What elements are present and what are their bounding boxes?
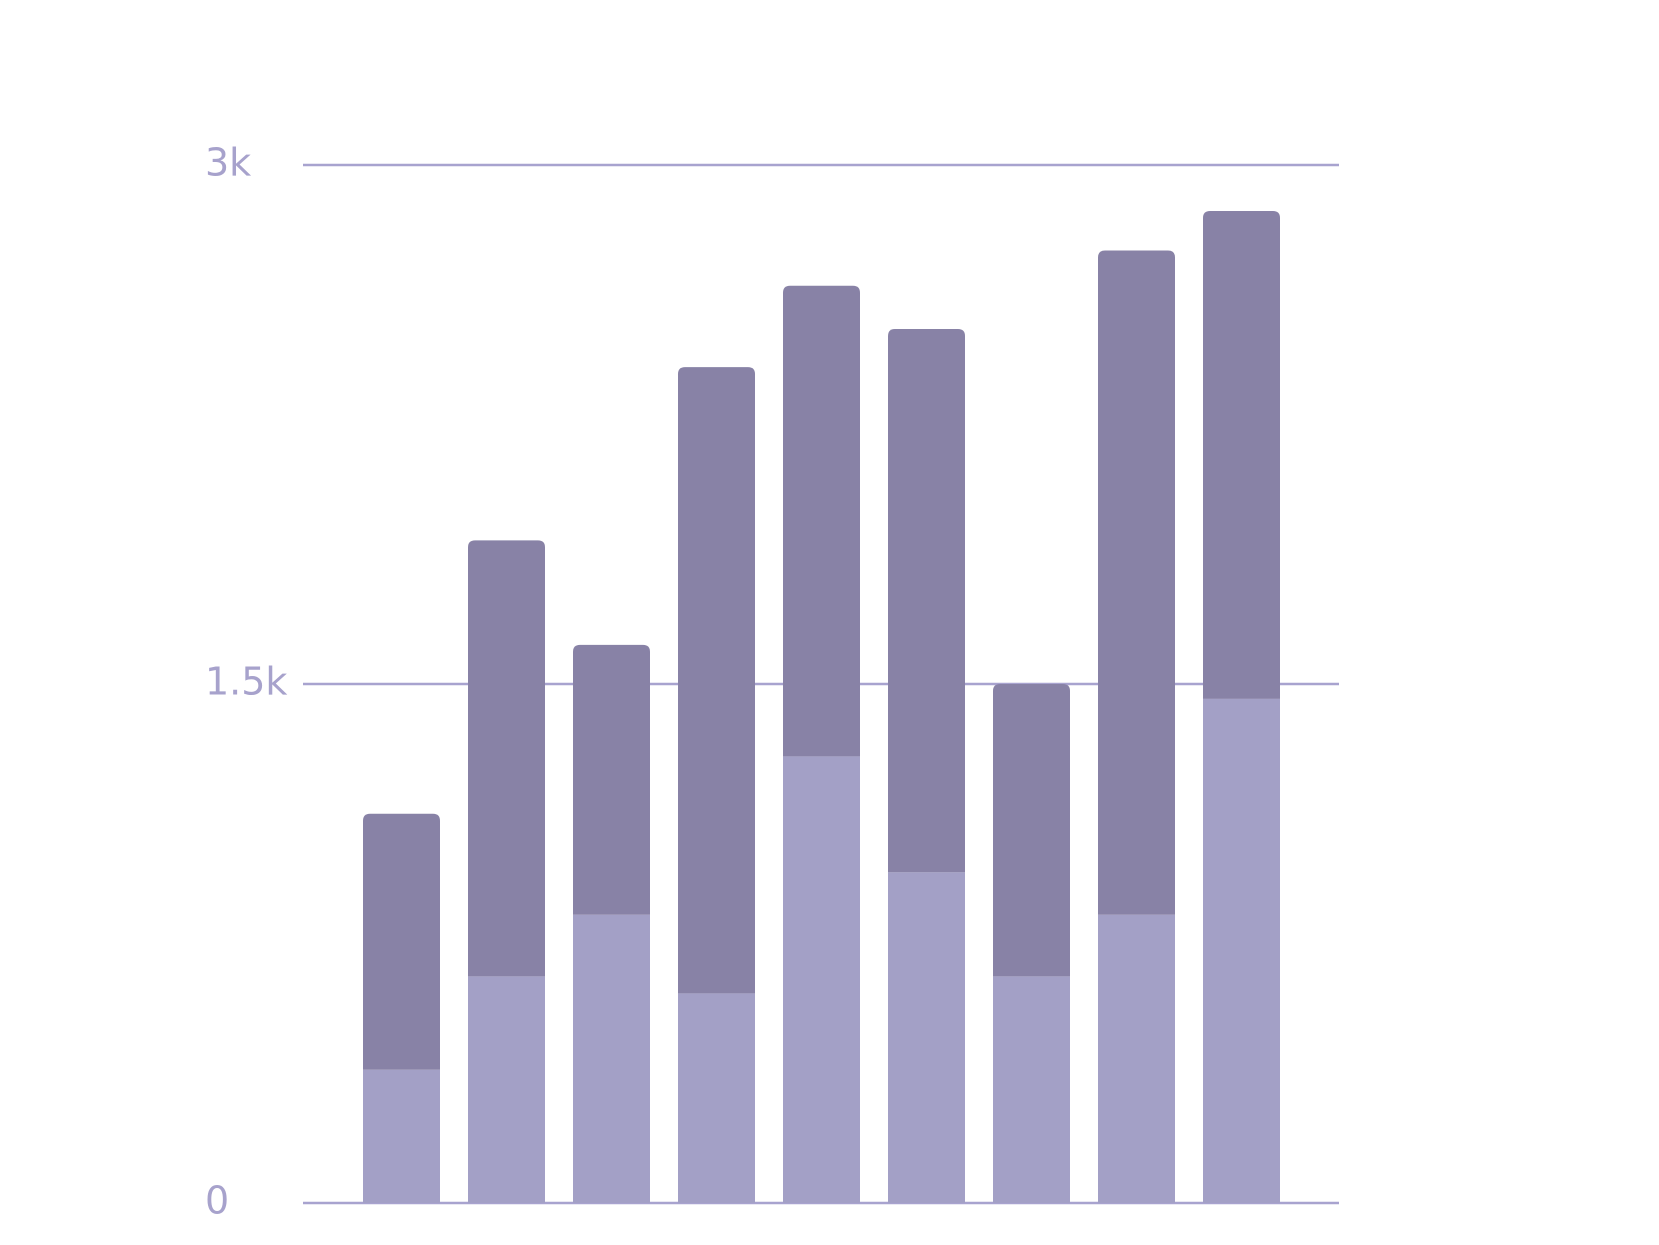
bar-segment: [888, 872, 965, 1203]
bar-segment: [1098, 914, 1175, 1203]
bar-segment: [678, 993, 755, 1203]
bar-segment: [1098, 250, 1175, 915]
bar-segment: [993, 976, 1070, 1203]
bar-segment: [468, 976, 545, 1203]
bar-segment: [1203, 698, 1280, 1203]
bar-segment: [888, 329, 965, 873]
bar-segment: [993, 684, 1070, 977]
y-tick-label: 0: [205, 1179, 229, 1223]
y-tick-label: 3k: [205, 141, 251, 185]
bar-segment: [783, 756, 860, 1203]
bar-segment: [363, 1069, 440, 1203]
bar-segment: [1203, 211, 1280, 699]
bar-segment: [468, 540, 545, 977]
bar-segment: [678, 367, 755, 994]
bar-segment: [573, 644, 650, 915]
bar-segment: [573, 914, 650, 1203]
bar-segment: [363, 813, 440, 1070]
bar-segment: [783, 285, 860, 757]
y-tick-label: 1.5k: [205, 660, 287, 704]
